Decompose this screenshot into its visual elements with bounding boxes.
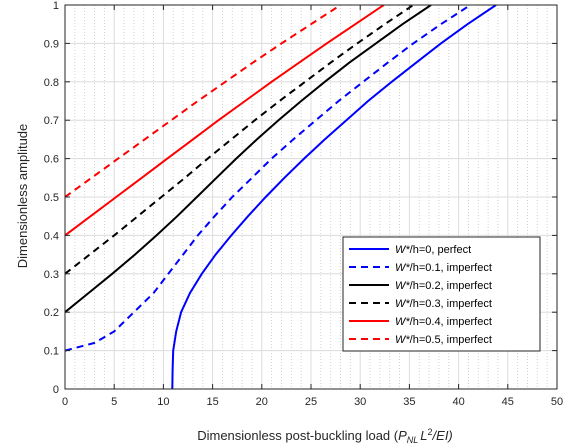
x-axis-title: Dimensionless post-buckling load (PNL L2/…: [197, 427, 453, 445]
x-tick-label: 10: [157, 396, 169, 408]
series-line-4: [65, 5, 414, 275]
y-tick-label: 0.5: [44, 192, 59, 204]
series-line-2: [65, 5, 471, 352]
x-tick-label: 50: [551, 396, 563, 408]
legend-box: [342, 236, 541, 352]
x-tick-label: 25: [305, 396, 317, 408]
tick-labels: 0 5 10 15 20 25 30 35 40 45 50 0 0.1 0.2 0.3 0.4 0.5 0.6 0…: [44, 0, 563, 408]
y-tick-label: 0.3: [44, 269, 59, 281]
axis-ticks: [64, 4, 558, 390]
x-tick-label: 0: [62, 396, 68, 408]
y-tick-label: 0.6: [44, 154, 59, 166]
legend-entry: W*/h=0.5, imperfect: [395, 334, 492, 346]
x-tick-label: 40: [452, 396, 464, 408]
x-tick-label: 5: [111, 396, 117, 408]
series-layer: [65, 5, 497, 389]
legend: W*/h=0, perfect W*/h=0.1, imperfect W*/h=0…: [342, 236, 541, 352]
legend-entry: W*/h=0.4, imperfect: [395, 316, 492, 328]
legend-entry: W*/h=0.2, imperfect: [395, 280, 492, 292]
series-line-1: [171, 5, 497, 389]
y-axis-title: Dimensionless amplitude: [15, 124, 30, 269]
legend-entry: W*/h=0.1, imperfect: [395, 262, 492, 274]
x-tick-label: 45: [502, 396, 514, 408]
y-tick-label: 0.4: [44, 230, 59, 242]
y-tick-label: 1: [53, 0, 59, 12]
y-tick-label: 0.9: [44, 38, 59, 50]
y-tick-label: 0: [53, 384, 59, 396]
series-line-5: [65, 5, 385, 237]
y-tick-label: 0.8: [44, 77, 59, 89]
y-tick-label: 0.7: [44, 115, 59, 127]
series-line-6: [65, 5, 342, 198]
series-line-3: [65, 5, 432, 313]
x-tick-label: 20: [256, 396, 268, 408]
x-tick-label: 30: [354, 396, 366, 408]
y-tick-label: 0.2: [44, 307, 59, 319]
y-tick-label: 0.1: [44, 346, 59, 358]
legend-entry: W*/h=0.3, imperfect: [395, 298, 492, 310]
legend-entry: W*/h=0, perfect: [395, 244, 471, 256]
x-tick-label: 15: [206, 396, 218, 408]
x-tick-label: 35: [403, 396, 415, 408]
